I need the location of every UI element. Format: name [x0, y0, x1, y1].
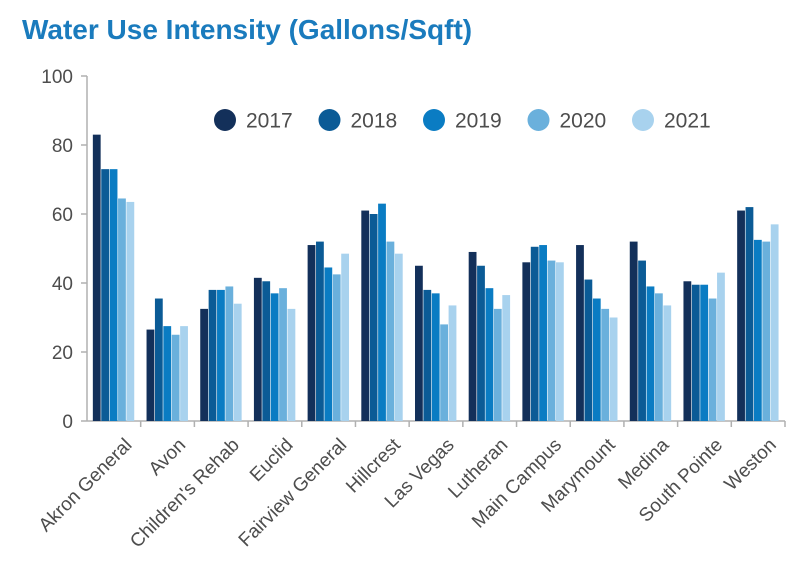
legend-marker [527, 109, 550, 131]
bar [154, 298, 163, 421]
bar [270, 293, 279, 421]
bar [200, 308, 209, 421]
bar [717, 272, 725, 421]
y-tick-label: 20 [52, 343, 73, 364]
legend-marker [632, 109, 654, 131]
bar [163, 326, 172, 421]
bar [584, 279, 593, 421]
bar [253, 277, 262, 421]
bar [118, 198, 126, 421]
bar [394, 253, 403, 421]
legend-marker [214, 109, 236, 131]
bar [262, 281, 271, 421]
bar [126, 201, 135, 421]
bar [638, 260, 646, 421]
bar [770, 224, 779, 421]
bar [217, 289, 225, 421]
x-tick-label: Weston [721, 435, 781, 495]
bar [753, 239, 762, 421]
bar [332, 274, 341, 421]
x-tick-label: Euclid [246, 435, 297, 486]
bar [225, 286, 234, 421]
bar [146, 329, 155, 421]
legend-label: 2021 [664, 110, 711, 133]
x-tick-label: Avon [145, 435, 190, 480]
bar [287, 308, 296, 421]
bar [654, 293, 663, 421]
bar [448, 305, 457, 421]
bar [700, 284, 709, 421]
bar [101, 169, 110, 421]
bar [485, 288, 494, 421]
y-tick-label: 0 [62, 412, 73, 433]
y-tick-label: 80 [52, 136, 73, 157]
bar [208, 289, 217, 421]
bar [341, 253, 350, 421]
y-tick-label: 40 [52, 274, 73, 295]
bar [601, 308, 610, 421]
bar [386, 241, 395, 421]
bar [691, 284, 700, 421]
bar [737, 210, 745, 421]
bar [440, 324, 448, 421]
legend-label: 2020 [560, 110, 607, 133]
bar [316, 241, 324, 421]
bar [109, 169, 118, 421]
bar [502, 295, 511, 421]
bar [576, 245, 584, 421]
bar [361, 210, 370, 421]
bar [555, 262, 564, 421]
bar [415, 265, 423, 421]
y-tick-labels: 0 20 40 60 80 100 [41, 67, 73, 433]
y-tick-label: 60 [52, 205, 73, 226]
legend-marker [318, 109, 341, 131]
bar [629, 241, 638, 421]
bar [530, 246, 539, 421]
bar [477, 265, 485, 421]
bar [493, 308, 502, 421]
bar [522, 262, 531, 421]
bar [423, 289, 432, 421]
bar [378, 203, 386, 421]
bar [609, 317, 618, 421]
legend-label: 2018 [351, 110, 398, 133]
legend-label: 2019 [455, 110, 502, 133]
legend-label: 2017 [246, 110, 293, 133]
bars [92, 134, 779, 421]
chart-title: Water Use Intensity (Gallons/Sqft) [22, 14, 473, 45]
x-tick-label: Akron General [35, 435, 136, 536]
bar [663, 305, 672, 421]
bar [683, 281, 692, 421]
legend-marker [423, 109, 445, 131]
bar [762, 241, 771, 421]
bar [369, 214, 378, 421]
legend: 2017 2018 2019 2020 2021 [214, 109, 711, 133]
y-tick-label: 100 [41, 67, 73, 88]
bar [233, 303, 242, 421]
bar [279, 288, 287, 421]
bar [431, 293, 440, 421]
bar [468, 251, 477, 421]
bar [307, 245, 316, 421]
bar [592, 298, 601, 421]
bar [171, 334, 180, 421]
bar [180, 326, 188, 421]
bar [324, 267, 333, 421]
bar [708, 298, 717, 421]
bar [539, 245, 547, 421]
bar [745, 207, 754, 421]
bar [646, 286, 655, 421]
bar [547, 260, 556, 421]
bar [92, 134, 101, 421]
